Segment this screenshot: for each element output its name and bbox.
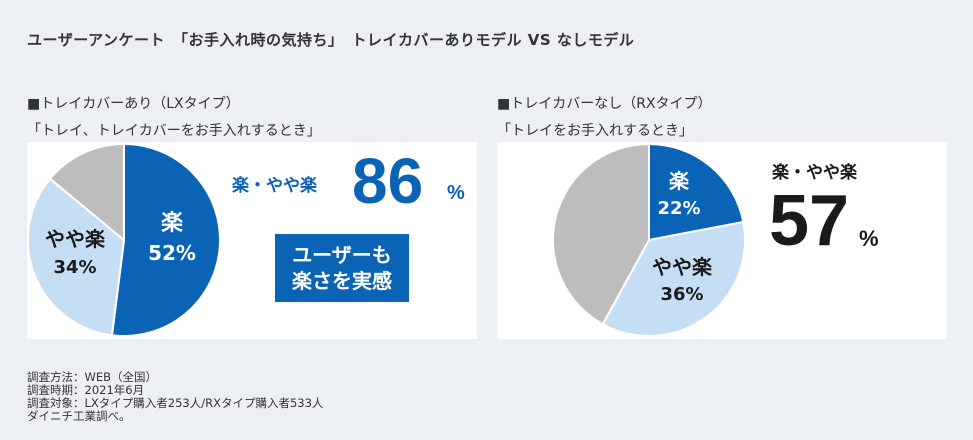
footnote-target: 調査対象：LXタイプ購入者253人/RXタイプ購入者533人: [27, 396, 324, 410]
pie-slice-value-label: 36%: [660, 284, 703, 305]
footnote-period: 調査時期：2021年6月: [27, 383, 145, 397]
left-badge: ユーザーも 楽さを実感: [275, 234, 409, 302]
badge-line-1: ユーザーも: [292, 243, 392, 267]
right-highlight-unit: %: [859, 226, 879, 251]
left-pie-chart: 楽 52% やや楽 34%: [27, 142, 221, 337]
left-panel-heading: ■トレイカバーあり（LXタイプ）: [27, 96, 240, 112]
pie-slice-value-label: 52%: [148, 241, 196, 265]
badge-line-2: 楽さを実感: [292, 269, 392, 293]
pie-slice-other: [48, 142, 125, 243]
left-panel-subheading: 「トレイ、トレイカバーをお手入れするとき」: [27, 123, 321, 139]
pie-slice-value-label: 22%: [657, 198, 700, 219]
pie-slice-label: やや楽: [45, 227, 106, 251]
right-panel-heading: ■トレイカバーなし（RXタイプ）: [497, 96, 712, 112]
left-highlight-value: 86: [352, 145, 424, 217]
right-highlight-value: 57: [769, 181, 850, 261]
footnote-method: 調査方法：WEB（全国）: [27, 370, 158, 384]
pie-slice-yaya-raku: [601, 220, 746, 337]
pie-slice-label: やや楽: [652, 255, 713, 279]
right-pie-chart: 楽 22% やや楽 36%: [552, 142, 746, 337]
footnotes: 調査方法：WEB（全国） 調査時期：2021年6月 調査対象：LXタイプ購入者2…: [27, 371, 323, 423]
footnote-source: ダイニチ工業調べ。: [27, 409, 131, 423]
page-title: ユーザーアンケート 「お手入れ時の気持ち」 トレイカバーありモデル VS なしモ…: [27, 31, 635, 49]
pie-slice-label: 楽: [669, 169, 690, 193]
right-panel-subheading: 「トレイをお手入れするとき」: [497, 123, 693, 139]
pie-slice-label: 楽: [161, 210, 184, 236]
left-highlight-label: 楽・やや楽: [232, 176, 317, 196]
right-chart-panel: 楽 22% やや楽 36% 楽・やや楽 57 %: [497, 142, 947, 339]
pie-slice-other: [552, 142, 650, 326]
left-chart-panel: 楽 52% やや楽 34% 楽・やや楽 86 % ユーザーも 楽さを実感: [27, 142, 477, 339]
left-highlight-unit: %: [447, 182, 465, 204]
pie-slice-raku: [110, 142, 221, 337]
pie-slice-yaya-raku: [27, 177, 126, 337]
right-highlight-label: 楽・やや楽: [772, 163, 857, 183]
pie-slice-value-label: 34%: [53, 257, 96, 278]
pie-slice-raku: [648, 142, 745, 242]
